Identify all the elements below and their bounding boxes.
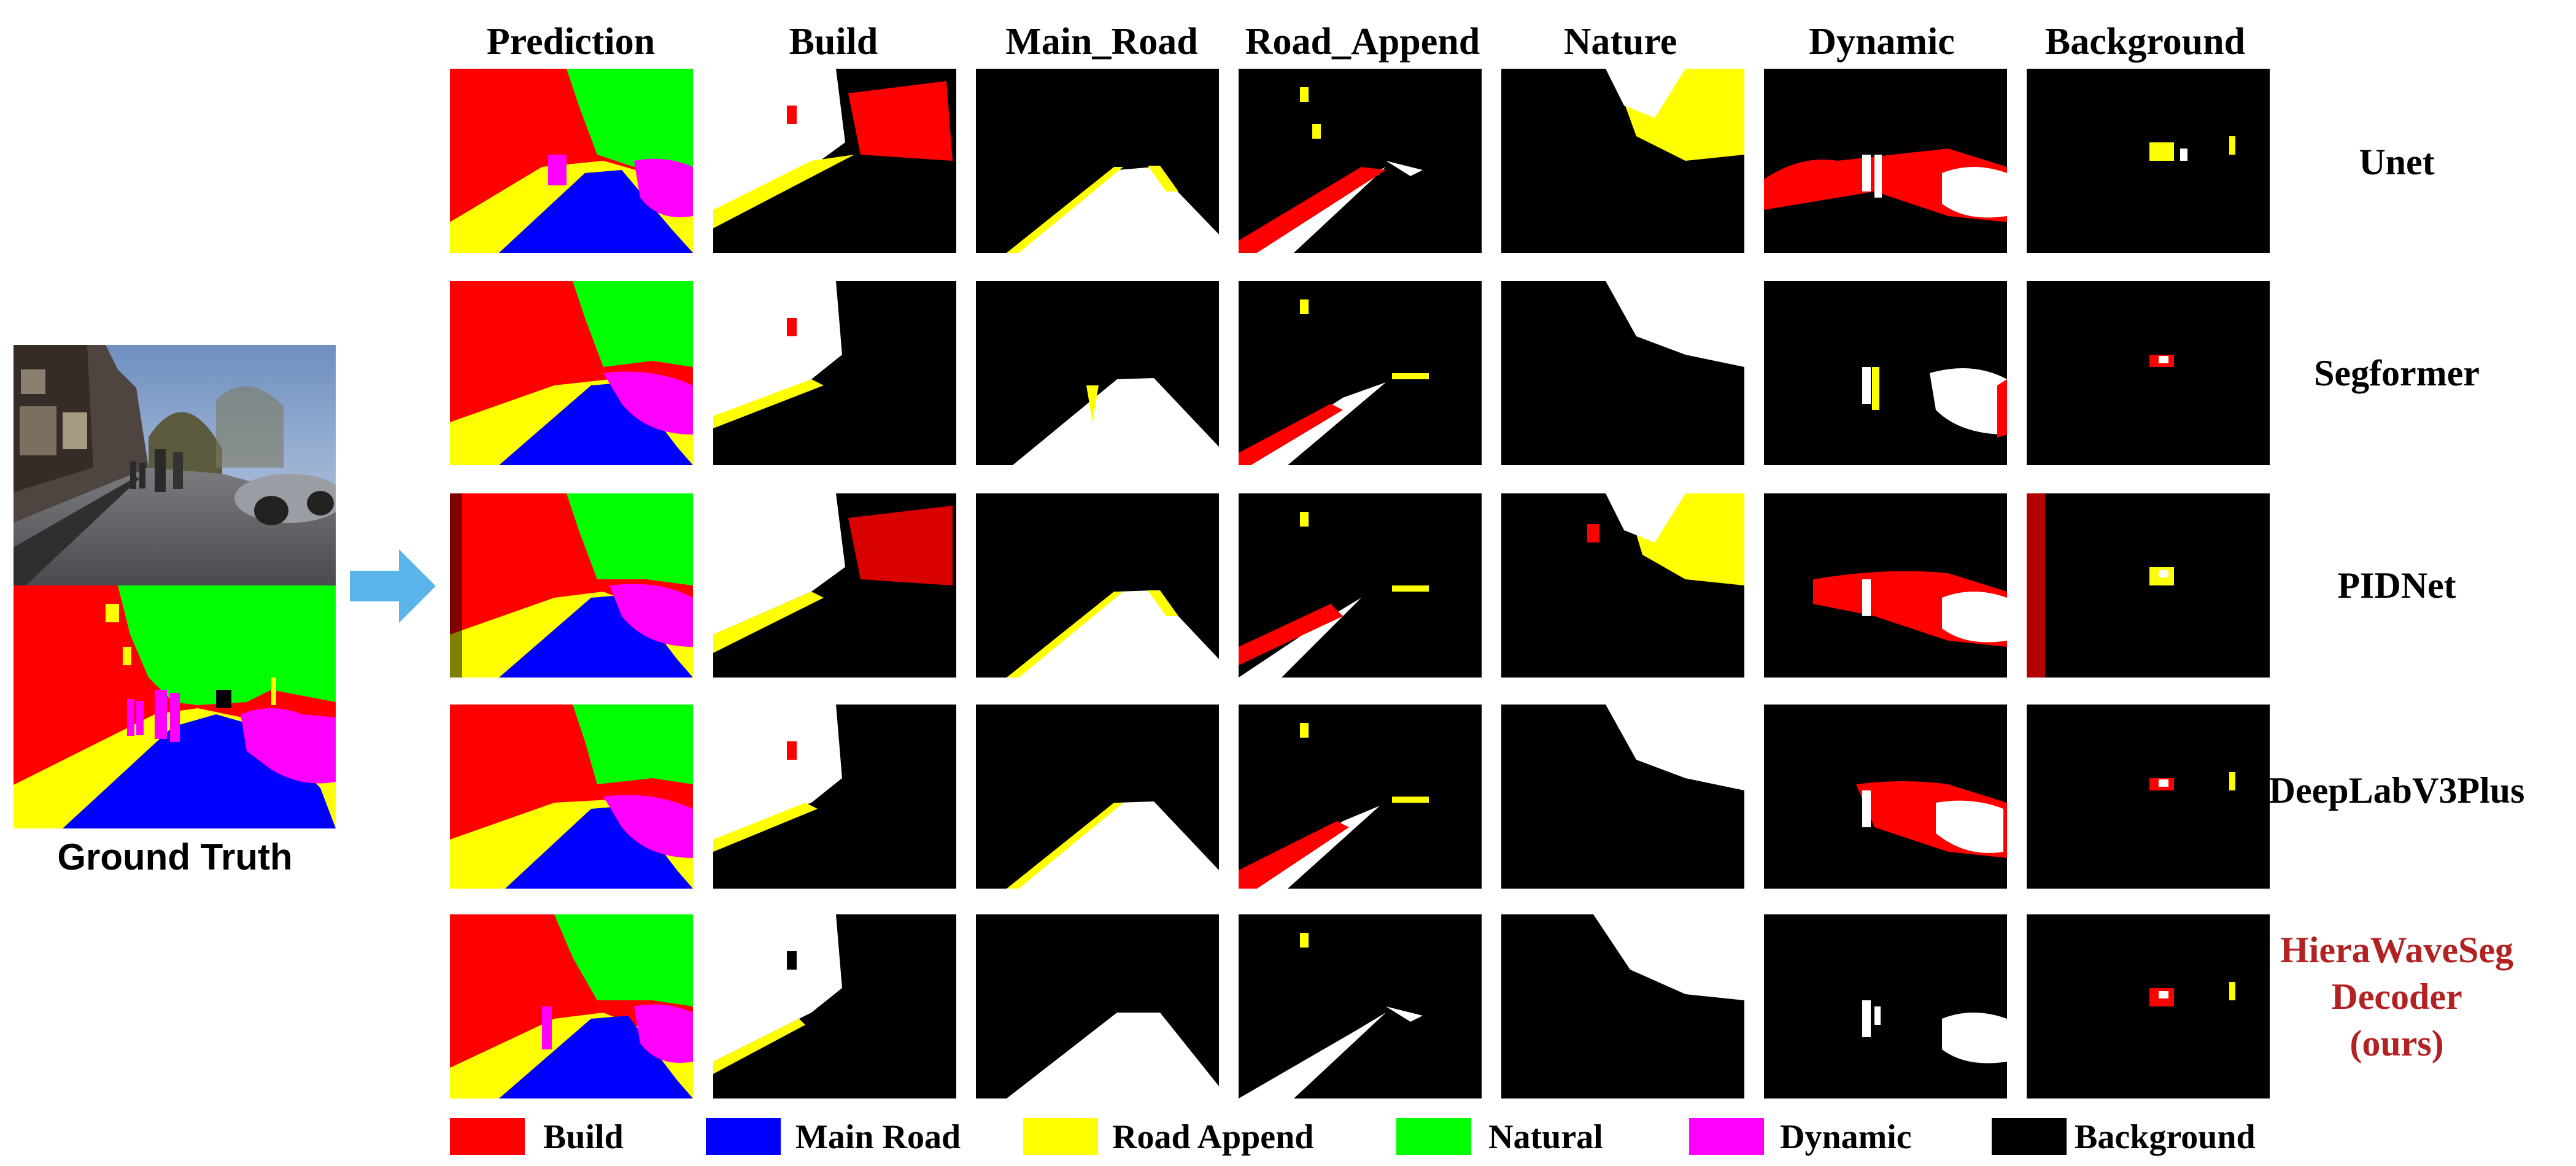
- prediction-tile: [450, 69, 693, 253]
- prediction-tile: [450, 493, 693, 678]
- background-mask-tile: [2027, 914, 2270, 1098]
- row-label-hierawaveseg-decoder: HieraWaveSeg Decoder (ours): [2234, 927, 2559, 1067]
- row-label-line: PIDNet: [2337, 565, 2456, 606]
- dynamic-mask-tile: [1764, 914, 2007, 1098]
- nature-mask-tile: [1501, 493, 1744, 678]
- build-mask-tile: [713, 705, 956, 889]
- row-label-deeplabv3plus: DeepLabV3Plus: [2234, 767, 2559, 814]
- column-header-background: Background: [2044, 21, 2246, 63]
- ground-truth-label: Ground Truth: [57, 836, 293, 878]
- row-label-segformer: Segformer: [2234, 350, 2559, 396]
- dynamic-mask-tile: [1764, 705, 2007, 889]
- road-append-mask-tile: [1239, 281, 1482, 465]
- column-header-road-append: Road_Append: [1245, 21, 1480, 63]
- row-label-line: (ours): [2350, 1023, 2444, 1064]
- ground-truth-input-photo: [14, 345, 336, 585]
- legend-swatch-background: [1992, 1118, 2067, 1155]
- main-road-mask-tile: [976, 69, 1219, 253]
- legend-swatch-road-append: [1023, 1118, 1098, 1155]
- road-append-mask-tile: [1239, 493, 1482, 678]
- row-label-line: HieraWaveSeg: [2280, 930, 2513, 970]
- road-append-mask-tile: [1239, 914, 1482, 1098]
- row-label-line: Segformer: [2314, 353, 2480, 393]
- road-append-mask-tile: [1239, 69, 1482, 253]
- main-road-mask-tile: [976, 914, 1219, 1098]
- legend-swatch-build: [450, 1118, 525, 1155]
- legend-label-dynamic: Dynamic: [1780, 1118, 1912, 1156]
- background-mask-tile: [2027, 705, 2270, 889]
- dynamic-mask-tile: [1764, 281, 2007, 465]
- legend-label-road-append: Road Append: [1112, 1118, 1314, 1156]
- legend-label-natural: Natural: [1488, 1118, 1603, 1156]
- build-mask-tile: [713, 493, 956, 678]
- background-mask-tile: [2027, 493, 2270, 678]
- row-label-line: DeepLabV3Plus: [2269, 770, 2525, 811]
- prediction-tile: [450, 705, 693, 889]
- ground-truth-segmentation-mask: [14, 585, 336, 828]
- prediction-tile: [450, 281, 693, 465]
- build-mask-tile: [713, 281, 956, 465]
- column-header-dynamic: Dynamic: [1809, 21, 1955, 63]
- row-label-pidnet: PIDNet: [2234, 562, 2559, 609]
- main-road-mask-tile: [976, 493, 1219, 678]
- row-label-line: Decoder: [2331, 976, 2462, 1017]
- column-header-build: Build: [789, 21, 878, 63]
- arrow-right-icon: [350, 549, 436, 623]
- nature-mask-tile: [1501, 705, 1744, 889]
- legend-swatch-main-road: [706, 1118, 781, 1155]
- dynamic-mask-tile: [1764, 69, 2007, 253]
- row-label-line: Unet: [2359, 142, 2435, 182]
- legend-label-background: Background: [2075, 1118, 2256, 1156]
- column-header-nature: Nature: [1563, 21, 1677, 63]
- legend-label-main-road: Main Road: [795, 1118, 961, 1156]
- prediction-tile: [450, 914, 693, 1098]
- main-road-mask-tile: [976, 705, 1219, 889]
- background-mask-tile: [2027, 281, 2270, 465]
- legend-swatch-dynamic: [1689, 1118, 1764, 1155]
- road-append-mask-tile: [1239, 705, 1482, 889]
- nature-mask-tile: [1501, 914, 1744, 1098]
- build-mask-tile: [713, 914, 956, 1098]
- column-header-main-road: Main_Road: [1005, 21, 1198, 63]
- legend-swatch-natural: [1396, 1118, 1471, 1155]
- nature-mask-tile: [1501, 69, 1744, 253]
- nature-mask-tile: [1501, 281, 1744, 465]
- background-mask-tile: [2027, 69, 2270, 253]
- row-label-unet: Unet: [2234, 139, 2559, 185]
- main-road-mask-tile: [976, 281, 1219, 465]
- dynamic-mask-tile: [1764, 493, 2007, 678]
- build-mask-tile: [713, 69, 956, 253]
- column-header-prediction: Prediction: [486, 21, 656, 63]
- legend-label-build: Build: [543, 1118, 624, 1156]
